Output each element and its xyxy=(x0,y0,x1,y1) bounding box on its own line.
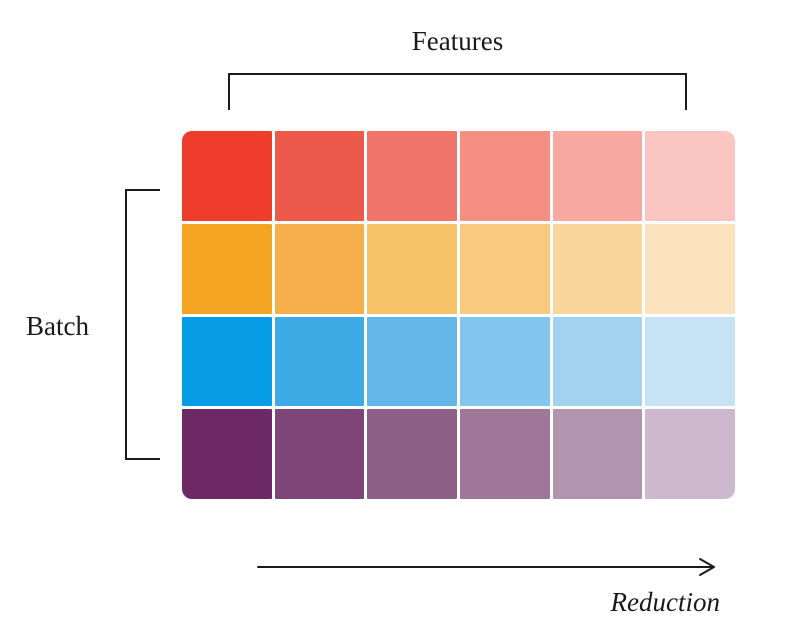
grid-cell-orange-4 xyxy=(459,223,550,314)
grid-cell-purple-3 xyxy=(367,409,457,499)
grid-cell-red-1 xyxy=(182,131,272,221)
grid-cell-purple-1 xyxy=(182,409,272,499)
grid-cell-red-4 xyxy=(459,131,550,221)
batch-bracket xyxy=(125,189,160,460)
grid-cell-orange-5 xyxy=(552,223,643,314)
grid-cell-purple-6 xyxy=(645,409,735,499)
grid-cell-orange-2 xyxy=(274,223,365,314)
grid-cell-blue-1 xyxy=(182,316,272,407)
heatmap-grid xyxy=(182,131,735,499)
grid-cell-purple-2 xyxy=(274,409,365,499)
grid-cell-purple-5 xyxy=(552,409,643,499)
grid-cell-blue-4 xyxy=(459,316,550,407)
batch-label: Batch xyxy=(26,311,89,341)
grid-cell-red-5 xyxy=(552,131,643,221)
reduction-arrow-icon xyxy=(257,558,715,576)
reduction-label: Reduction xyxy=(610,587,720,617)
grid-cell-orange-1 xyxy=(182,223,272,314)
grid-cell-blue-3 xyxy=(367,316,457,407)
grid-cell-blue-5 xyxy=(552,316,643,407)
grid-cell-orange-6 xyxy=(645,223,735,314)
features-bracket xyxy=(228,73,687,110)
grid-cell-blue-2 xyxy=(274,316,365,407)
features-label: Features xyxy=(411,26,504,56)
grid-cell-red-3 xyxy=(367,131,457,221)
grid-cell-red-6 xyxy=(645,131,735,221)
grid-cell-purple-4 xyxy=(459,409,550,499)
grid-cell-orange-3 xyxy=(367,223,457,314)
grid-cell-blue-6 xyxy=(645,316,735,407)
grid-cell-red-2 xyxy=(274,131,365,221)
